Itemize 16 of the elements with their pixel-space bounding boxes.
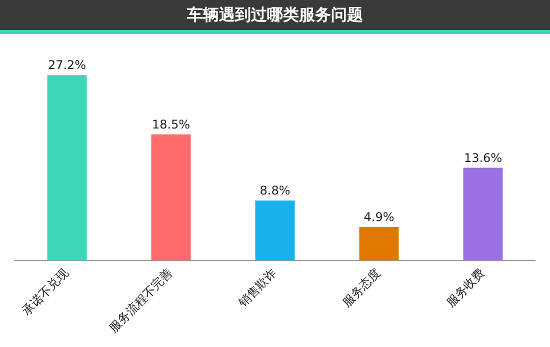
bar bbox=[255, 200, 295, 260]
chart-title: 车辆遇到过哪类服务问题 bbox=[0, 0, 550, 30]
bar bbox=[359, 227, 399, 260]
x-tick-label: 服务态度 bbox=[339, 266, 384, 310]
bar bbox=[151, 134, 191, 260]
data-label: 13.6% bbox=[464, 150, 502, 165]
data-label: 27.2% bbox=[48, 58, 86, 72]
x-tick-label: 承诺不兑现 bbox=[19, 266, 72, 318]
x-tick-label: 服务流程不完善 bbox=[106, 266, 176, 336]
data-label: 18.5% bbox=[152, 117, 190, 132]
x-tick-label: 服务收费 bbox=[443, 266, 488, 310]
bar bbox=[463, 168, 503, 260]
bar bbox=[47, 75, 87, 260]
data-label: 8.8% bbox=[260, 184, 290, 198]
x-tick-label: 销售欺诈 bbox=[234, 266, 280, 310]
data-label: 4.9% bbox=[364, 210, 394, 224]
